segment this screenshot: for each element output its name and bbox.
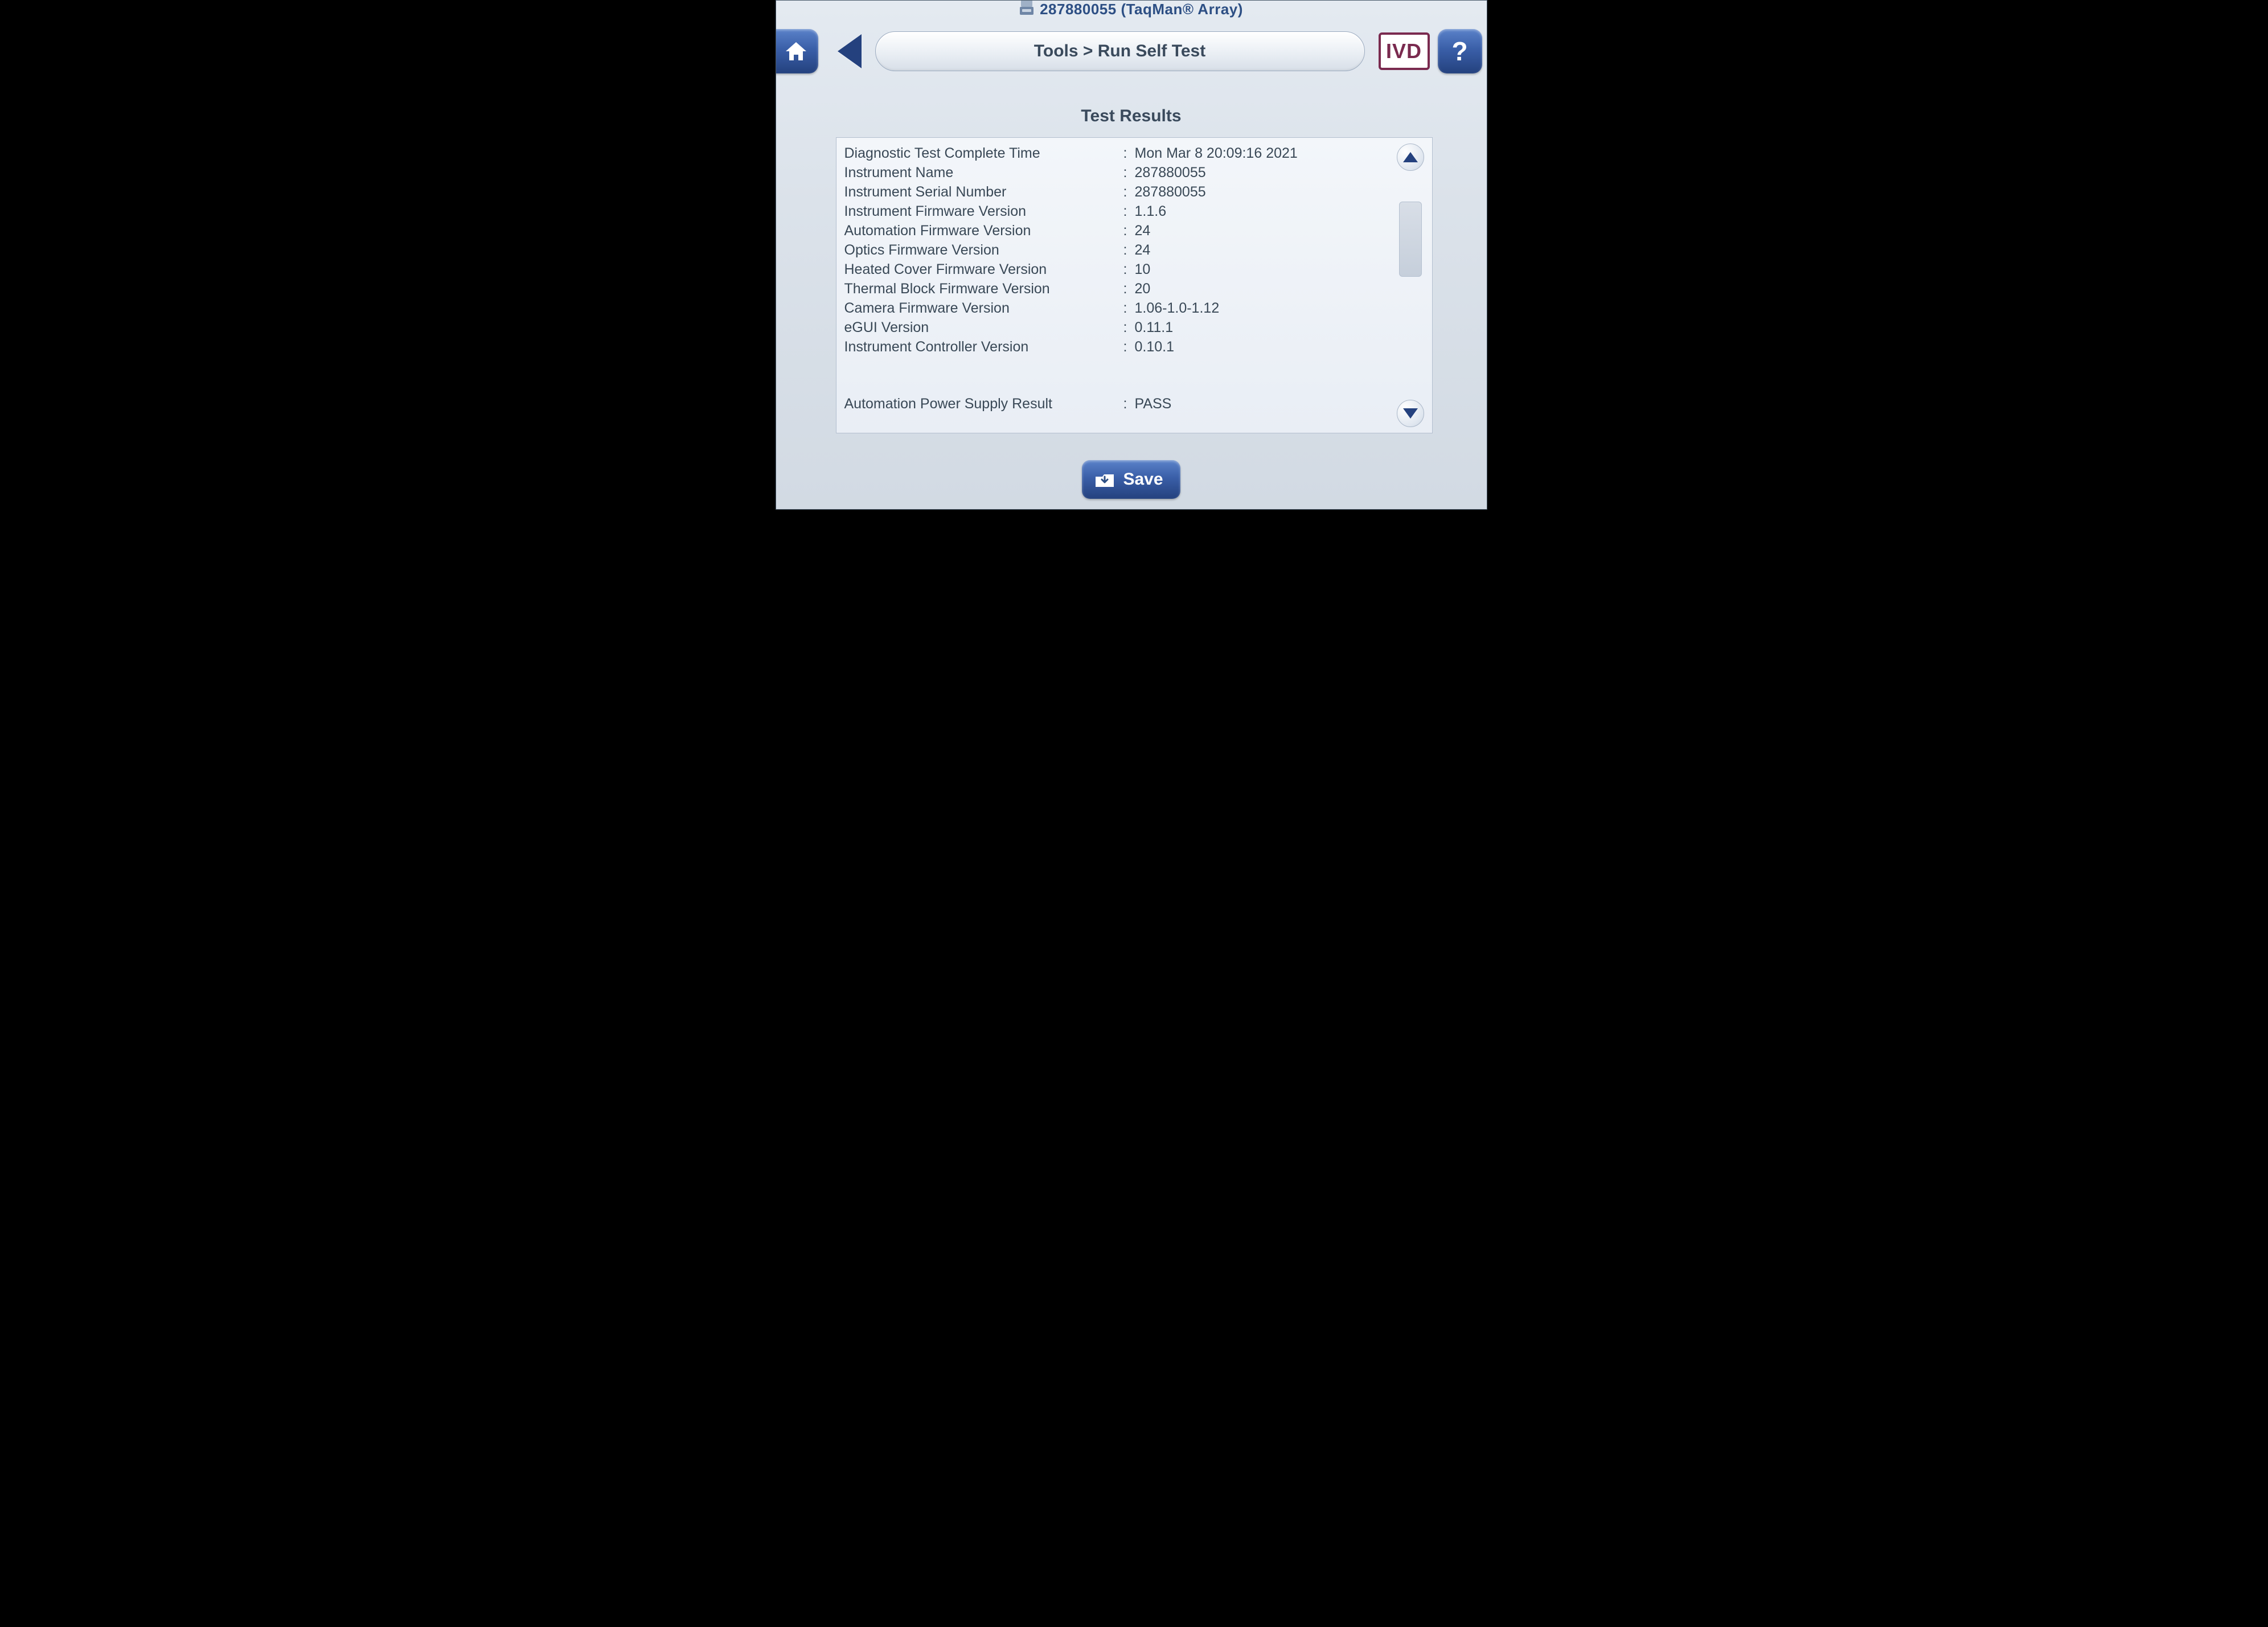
result-row: eGUI Version: 0.11.1 [844, 318, 1392, 337]
result-value: 24 [1135, 221, 1392, 240]
save-icon [1094, 471, 1115, 488]
chevron-up-icon [1403, 152, 1418, 162]
result-label: Camera Firmware Version [844, 298, 1123, 318]
result-label: Automation Firmware Version [844, 221, 1123, 240]
breadcrumb-text: Tools > Run Self Test [1034, 42, 1205, 61]
scroll-thumb[interactable] [1399, 202, 1422, 276]
help-icon: ? [1451, 36, 1467, 67]
result-label: eGUI Version [844, 318, 1123, 337]
result-value: 0.10.1 [1135, 337, 1392, 356]
result-row: Automation Power Supply Result: PASS [844, 394, 1392, 413]
save-button-label: Save [1123, 470, 1163, 489]
result-value: 287880055 [1135, 182, 1392, 202]
result-separator: : [1123, 279, 1135, 298]
result-separator: : [1123, 240, 1135, 260]
save-button[interactable]: Save [1082, 460, 1180, 499]
toolbar: Tools > Run Self Test IVD ? [776, 26, 1487, 77]
instrument-icon [1019, 0, 1034, 20]
result-label: Instrument Firmware Version [844, 202, 1123, 221]
device-frame: 287880055 (TaqMan® Array) Tools > Run Se… [776, 0, 1493, 518]
scroll-down-button[interactable] [1397, 400, 1424, 427]
result-separator: : [1123, 182, 1135, 202]
scrollbar [1397, 144, 1424, 427]
ivd-label: IVD [1386, 39, 1422, 63]
content-area: Test Results Diagnostic Test Complete Ti… [776, 86, 1487, 509]
result-label: Diagnostic Test Complete Time [844, 144, 1123, 163]
scroll-up-button[interactable] [1397, 144, 1424, 171]
result-row: Heated Cover Firmware Version: 10 [844, 260, 1392, 279]
ivd-badge: IVD [1379, 32, 1430, 70]
result-row: Thermal Block Firmware Version: 20 [844, 279, 1392, 298]
result-value: 10 [1135, 260, 1392, 279]
result-value: 20 [1135, 279, 1392, 298]
result-label: Instrument Name [844, 163, 1123, 182]
result-gap [844, 356, 1392, 394]
footer: Save [776, 460, 1487, 499]
result-label: Thermal Block Firmware Version [844, 279, 1123, 298]
result-separator: : [1123, 260, 1135, 279]
screen: 287880055 (TaqMan® Array) Tools > Run Se… [776, 0, 1487, 510]
result-separator: : [1123, 144, 1135, 163]
result-label: Automation Power Supply Result [844, 394, 1123, 413]
result-value: PASS [1135, 394, 1392, 413]
result-row: Camera Firmware Version: 1.06-1.0-1.12 [844, 298, 1392, 318]
help-button[interactable]: ? [1438, 29, 1482, 73]
results-rows: Diagnostic Test Complete Time: Mon Mar 8… [844, 144, 1392, 413]
result-separator: : [1123, 202, 1135, 221]
result-separator: : [1123, 337, 1135, 356]
home-button[interactable] [776, 29, 818, 73]
section-title: Test Results [776, 106, 1487, 126]
back-button[interactable] [838, 34, 862, 68]
result-label: Instrument Controller Version [844, 337, 1123, 356]
results-panel: Diagnostic Test Complete Time: Mon Mar 8… [836, 137, 1433, 433]
result-separator: : [1123, 163, 1135, 182]
home-icon [784, 39, 809, 64]
result-value: Mon Mar 8 20:09:16 2021 [1135, 144, 1392, 163]
breadcrumb: Tools > Run Self Test [875, 31, 1365, 71]
result-separator: : [1123, 298, 1135, 318]
result-separator: : [1123, 394, 1135, 413]
scroll-rail[interactable] [1399, 175, 1422, 395]
result-value: 287880055 [1135, 163, 1392, 182]
result-row: Instrument Firmware Version: 1.1.6 [844, 202, 1392, 221]
instrument-banner-text: 287880055 (TaqMan® Array) [1040, 1, 1243, 18]
result-value: 1.06-1.0-1.12 [1135, 298, 1392, 318]
instrument-banner: 287880055 (TaqMan® Array) [776, 1, 1487, 26]
result-label: Instrument Serial Number [844, 182, 1123, 202]
result-separator: : [1123, 221, 1135, 240]
result-separator: : [1123, 318, 1135, 337]
result-value: 24 [1135, 240, 1392, 260]
result-row: Diagnostic Test Complete Time: Mon Mar 8… [844, 144, 1392, 163]
result-row: Automation Firmware Version: 24 [844, 221, 1392, 240]
result-row: Instrument Serial Number: 287880055 [844, 182, 1392, 202]
result-label: Heated Cover Firmware Version [844, 260, 1123, 279]
result-row: Instrument Name: 287880055 [844, 163, 1392, 182]
result-row: Instrument Controller Version: 0.10.1 [844, 337, 1392, 356]
result-row: Optics Firmware Version: 24 [844, 240, 1392, 260]
result-label: Optics Firmware Version [844, 240, 1123, 260]
result-value: 0.11.1 [1135, 318, 1392, 337]
result-value: 1.1.6 [1135, 202, 1392, 221]
chevron-down-icon [1403, 408, 1418, 419]
